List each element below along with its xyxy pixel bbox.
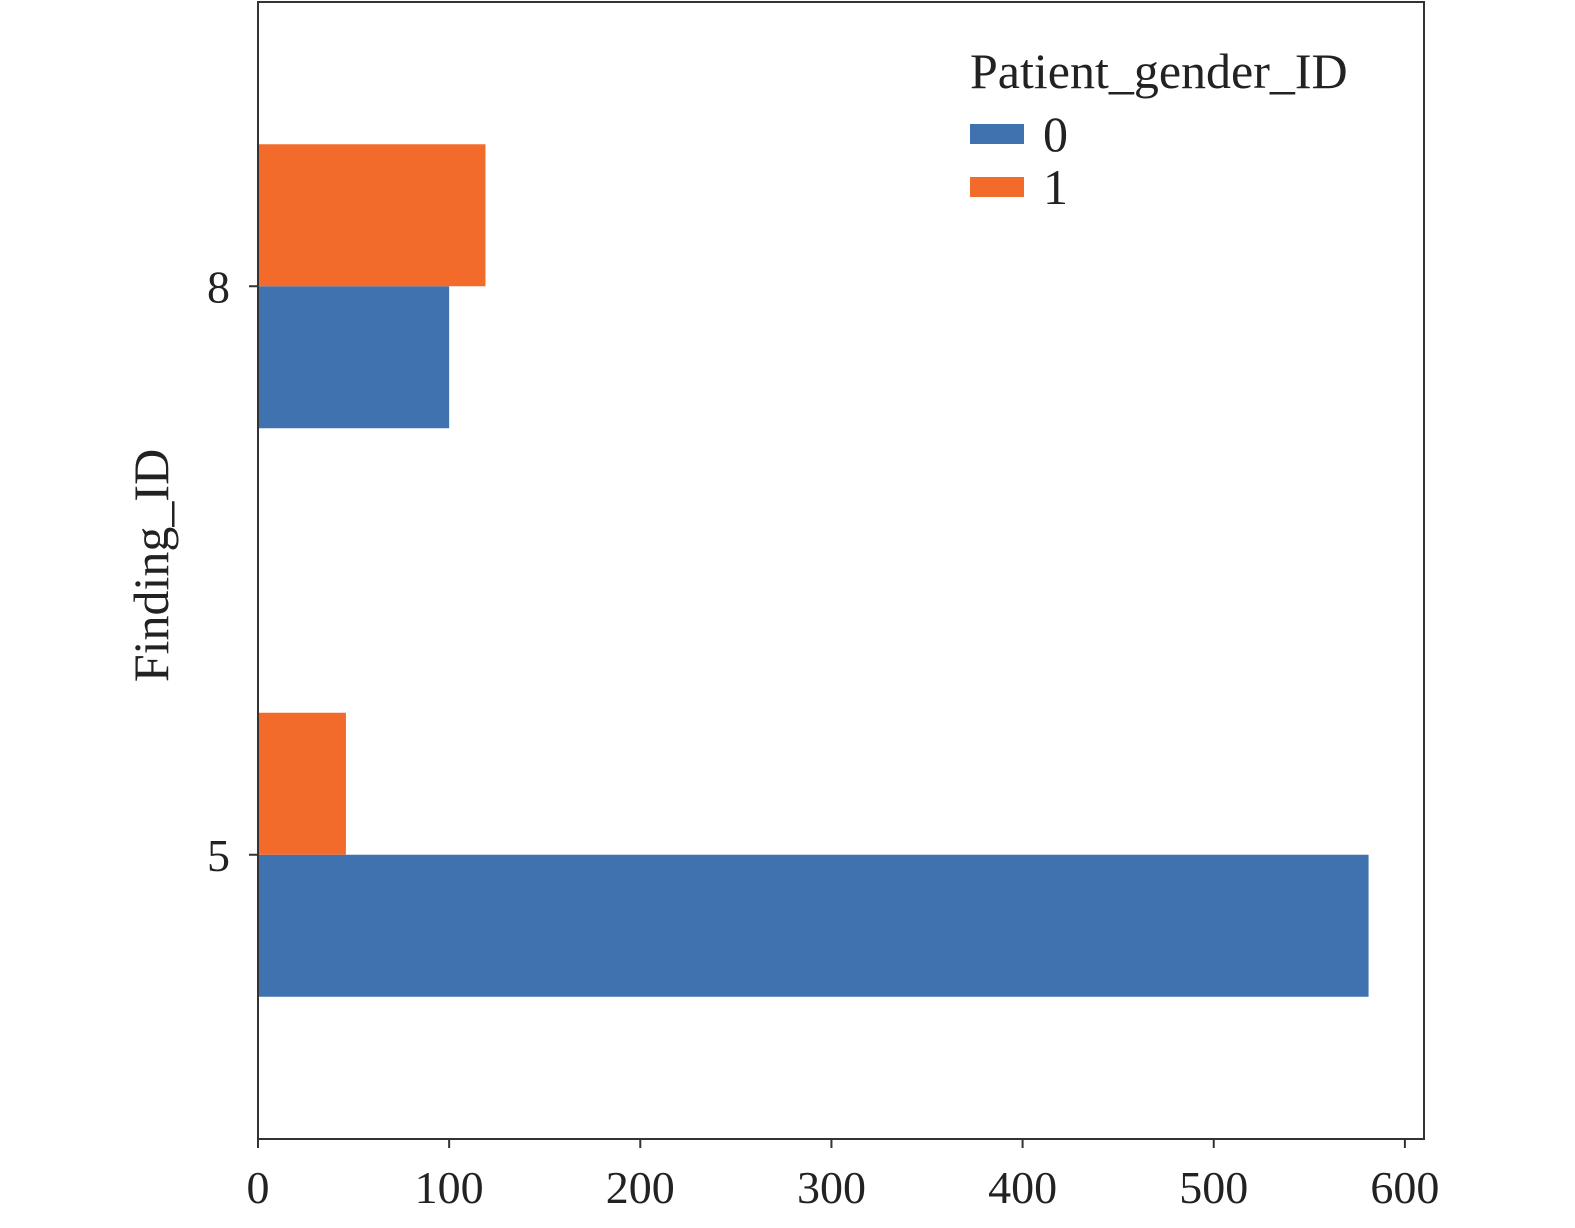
bar-series-0-cat-5 [258,854,1369,997]
bar-series-0-cat-8 [258,286,450,429]
x-tick-label: 200 [606,1162,675,1213]
y-tick-label: 5 [207,830,230,881]
x-axis: 0 100 200 300 400 500 600 [247,1139,1439,1213]
x-tick-label: 0 [247,1162,270,1213]
bars-layer [258,144,1369,997]
x-tick-label: 500 [1179,1162,1248,1213]
legend-label-1: 1 [1043,159,1068,215]
x-tick-label: 100 [415,1162,484,1213]
plot-frame [257,1,1425,1140]
legend-swatch-1 [970,177,1024,197]
x-tick-label: 600 [1370,1162,1439,1213]
x-tick-label: 300 [797,1162,866,1213]
legend-swatch-0 [970,124,1024,144]
bar-series-1-cat-5 [258,712,346,855]
legend: Patient_gender_ID 01 [970,43,1348,215]
y-axis: 58 [207,261,258,881]
y-axis-title: Finding_ID [123,449,179,682]
legend-title: Patient_gender_ID [970,43,1348,99]
legend-label-0: 0 [1043,106,1068,162]
bar-series-1-cat-8 [258,144,486,287]
x-tick-label: 400 [988,1162,1057,1213]
y-tick-label: 8 [207,261,230,312]
